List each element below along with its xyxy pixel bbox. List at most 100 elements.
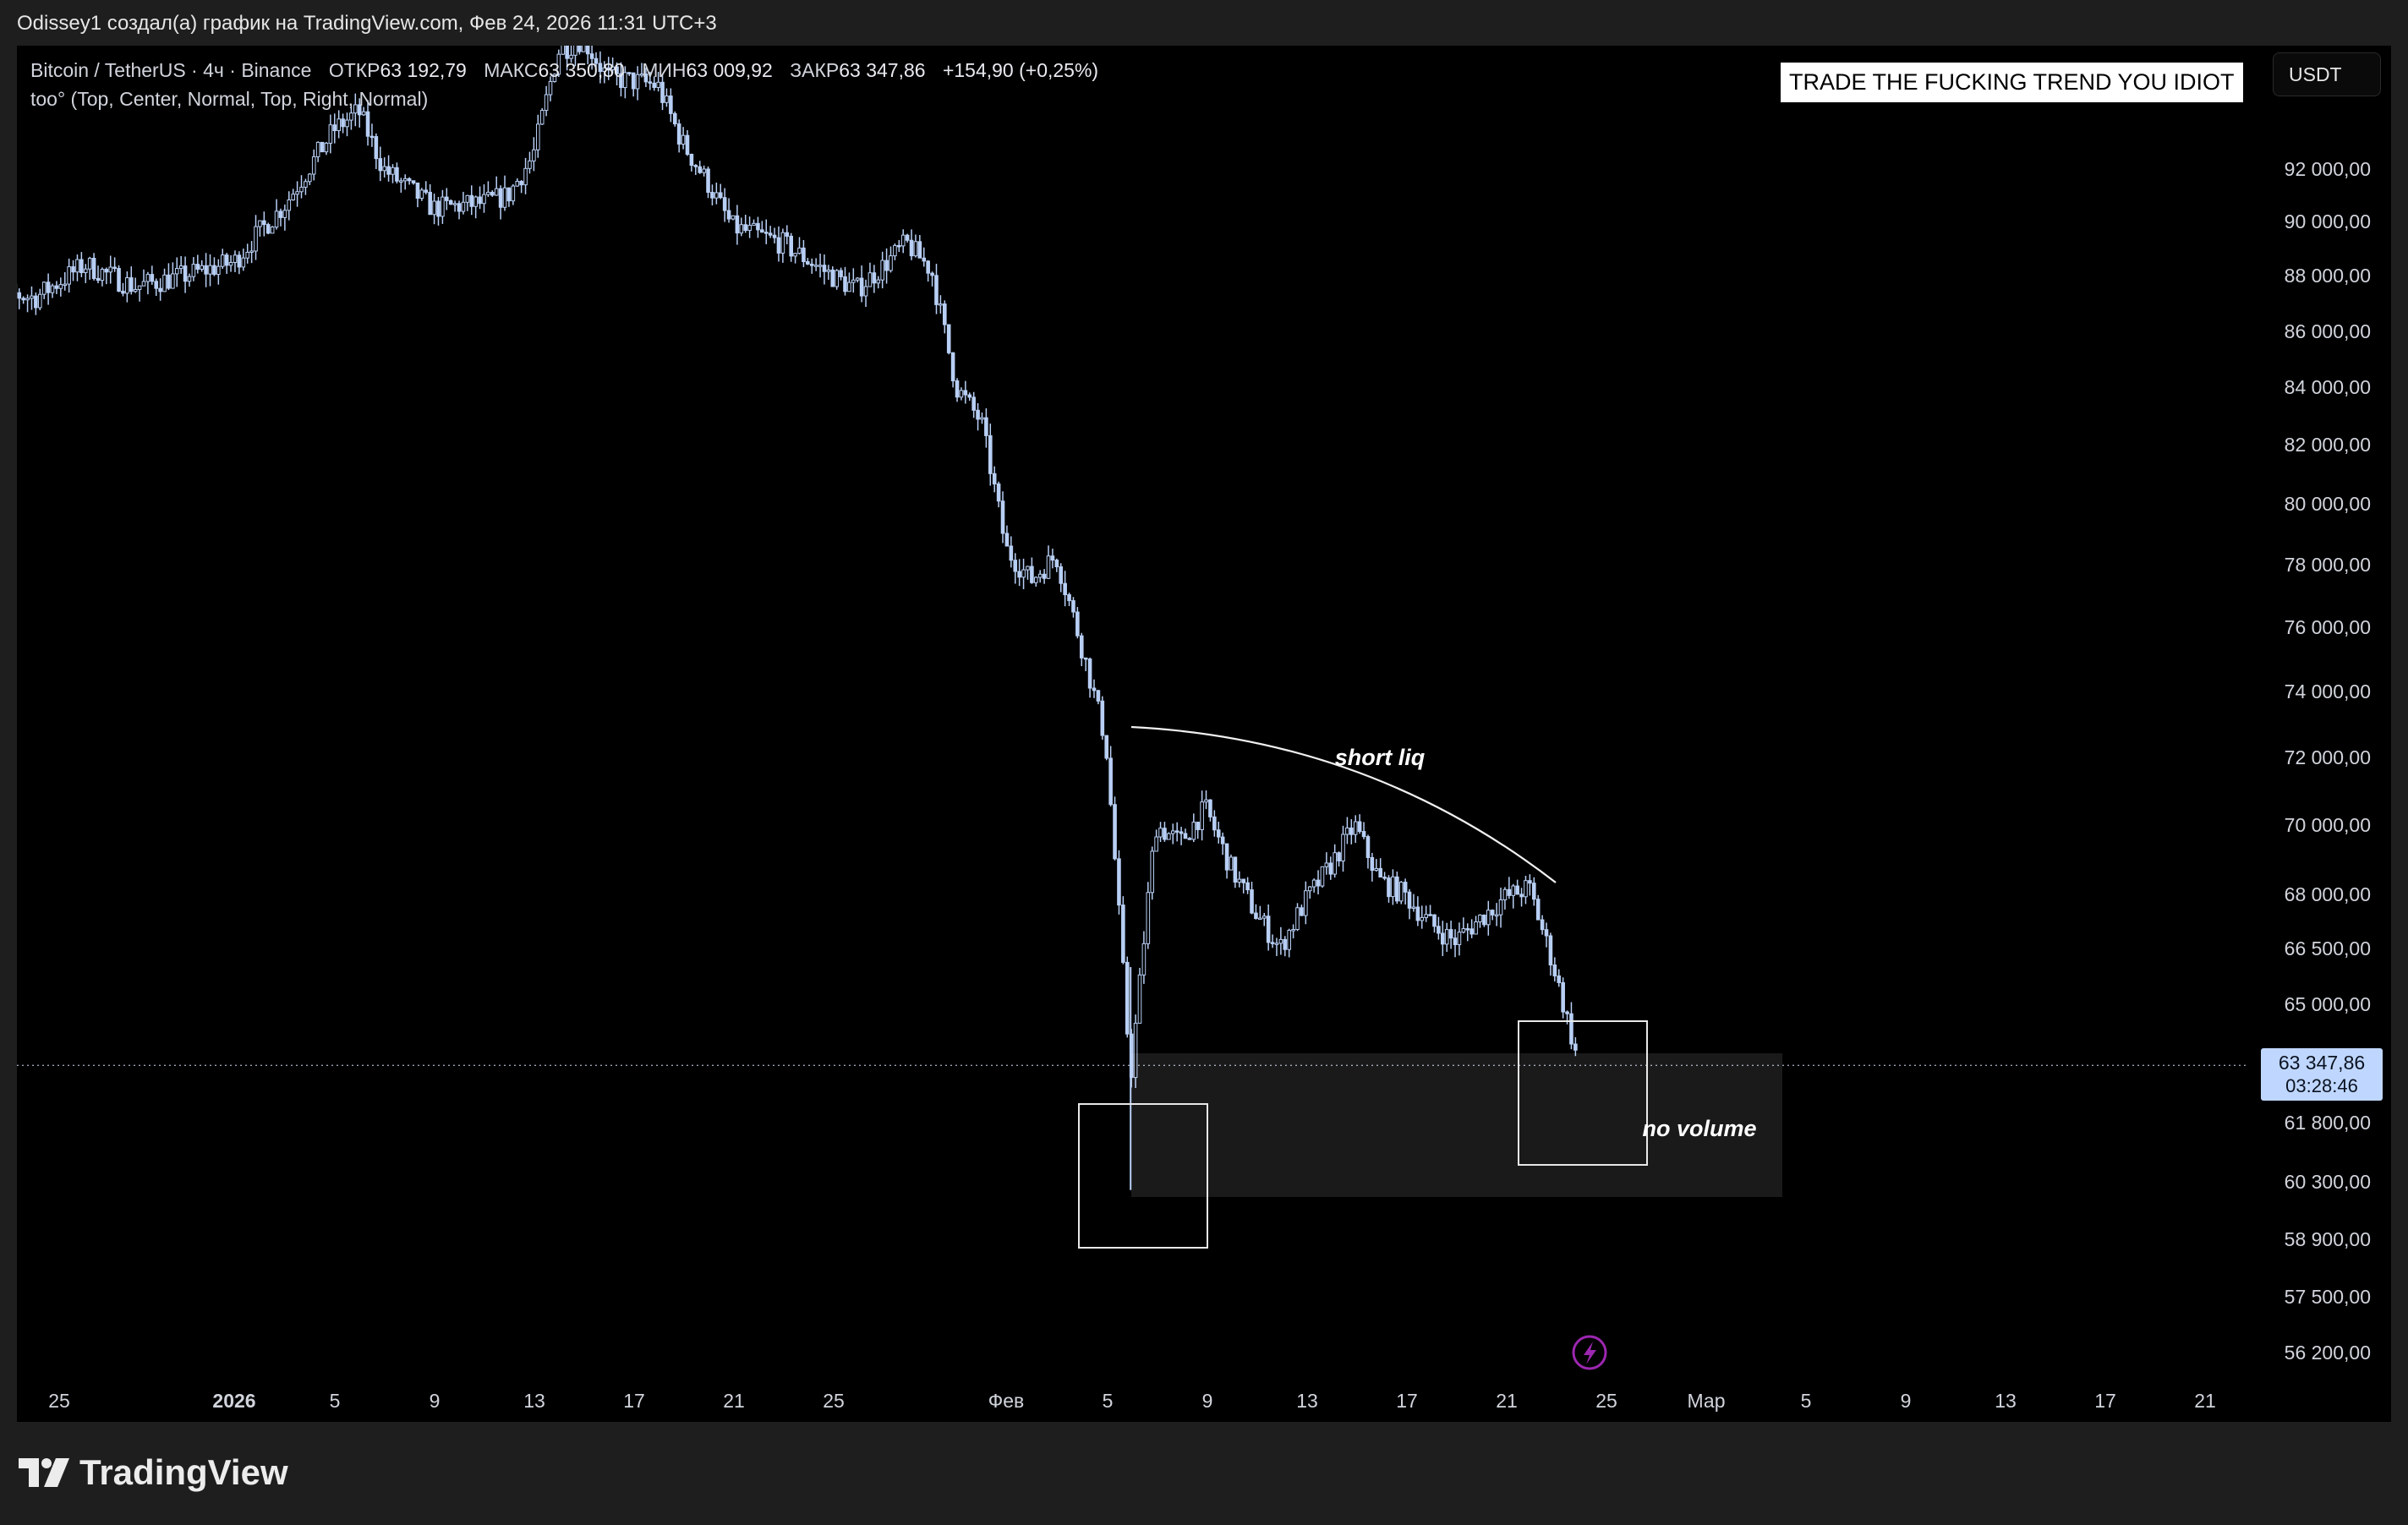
- candle-body: [1266, 916, 1271, 943]
- candle-body: [1561, 981, 1565, 1013]
- currency-button[interactable]: USDT: [2273, 52, 2381, 96]
- candle-body: [228, 261, 233, 266]
- price-tick-label: 66 500,00: [2285, 937, 2371, 959]
- candle-body: [743, 224, 748, 232]
- candle-body: [145, 274, 150, 282]
- candle-body: [452, 203, 457, 205]
- indicator-legend[interactable]: too° (Top, Center, Normal, Top, Right, N…: [30, 88, 429, 110]
- candle-body: [1349, 827, 1354, 835]
- candle-body: [498, 188, 503, 208]
- time-tick-label: 13: [1995, 1390, 2017, 1412]
- time-tick-label: 17: [1396, 1390, 1418, 1412]
- candle-body: [204, 265, 208, 275]
- candle-body: [478, 196, 482, 205]
- flash-event-icon[interactable]: [1572, 1335, 1607, 1370]
- candle-body: [154, 281, 159, 289]
- candle-body: [950, 352, 955, 382]
- time-tick-label: 9: [430, 1390, 441, 1412]
- short-liq-label[interactable]: short liq: [1335, 745, 1426, 770]
- candle-body: [1270, 942, 1275, 944]
- candle-body: [1170, 830, 1175, 834]
- candle-body: [291, 194, 295, 201]
- candle-body: [826, 269, 831, 272]
- candle-body: [1324, 862, 1329, 867]
- candle-body: [1287, 930, 1291, 950]
- candle-body: [897, 244, 901, 248]
- candle-body: [125, 277, 129, 294]
- candle-body: [702, 168, 706, 173]
- candle-body: [1337, 852, 1341, 861]
- candle-body: [457, 203, 462, 212]
- low-value: 63 009,92: [686, 59, 773, 81]
- candle-body: [963, 390, 968, 396]
- candle-body: [1233, 856, 1238, 883]
- change-value: +154,90 (+0,25%): [942, 59, 1099, 81]
- short-liq-curve[interactable]: [1130, 725, 1557, 883]
- candlestick-chart[interactable]: short liq no volume 92 000,00 90 000,00 88 …: [17, 46, 2391, 1422]
- candle-body: [1444, 929, 1449, 945]
- candle-body: [1486, 910, 1491, 926]
- candle-body: [262, 220, 266, 226]
- candle-body: [731, 215, 736, 220]
- candle-body: [756, 222, 760, 231]
- candle-body: [1150, 850, 1155, 894]
- no-volume-label[interactable]: no volume: [1642, 1116, 1756, 1141]
- close-label: ЗАКР: [790, 59, 840, 81]
- candle-body: [552, 74, 557, 82]
- candle-body: [930, 272, 934, 276]
- candle-body: [535, 123, 540, 150]
- candle-body: [922, 257, 927, 262]
- candle-body: [1365, 836, 1371, 858]
- candle-body: [58, 284, 63, 289]
- candle-body: [502, 187, 507, 208]
- candle-body: [1063, 582, 1067, 596]
- candle-body: [1154, 836, 1158, 852]
- candle-body: [167, 274, 171, 289]
- candle-body: [245, 251, 250, 259]
- candle-body: [1461, 928, 1466, 933]
- candle-body: [365, 111, 370, 137]
- candle-body: [1498, 899, 1503, 916]
- candle-body: [818, 265, 823, 267]
- candle-body: [1037, 573, 1043, 578]
- candle-body: [909, 239, 914, 257]
- candle-body: [254, 226, 258, 252]
- candle-body: [1370, 856, 1375, 872]
- candle-body: [133, 288, 138, 292]
- candle-body: [1174, 830, 1179, 833]
- demand-zone-rect[interactable]: [1131, 1053, 1782, 1197]
- candle-body: [30, 295, 34, 299]
- text-note-banner[interactable]: TRADE THE FUCKING TREND YOU IDIOT: [1781, 63, 2243, 102]
- candle-body: [984, 417, 988, 436]
- time-tick-label: 5: [330, 1390, 341, 1412]
- candle-body: [75, 259, 79, 273]
- candle-body: [117, 268, 121, 292]
- candle-body: [1204, 799, 1208, 803]
- current-box[interactable]: [1518, 1020, 1648, 1166]
- candle-body: [415, 182, 420, 200]
- candle-body: [473, 196, 478, 207]
- candle-body: [1511, 885, 1516, 896]
- candle-body: [249, 250, 254, 254]
- price-tick-label: 70 000,00: [2285, 814, 2371, 836]
- candle-body: [685, 134, 690, 156]
- candle-body: [863, 286, 868, 297]
- time-tick-label: 5: [1801, 1390, 1812, 1412]
- candle-body: [233, 254, 238, 263]
- chart-area[interactable]: short liq no volume 92 000,00 90 000,00 88 …: [17, 46, 2391, 1422]
- candle-body: [976, 409, 980, 420]
- candle-body: [486, 191, 490, 195]
- candle-body: [87, 258, 92, 270]
- candle-body: [137, 285, 142, 290]
- candle-body: [955, 380, 960, 398]
- candle-body: [1411, 906, 1416, 909]
- candle-body: [672, 112, 677, 125]
- tradingview-logo[interactable]: TradingView: [19, 1452, 288, 1493]
- price-tick-label: 92 000,00: [2285, 158, 2371, 180]
- open-label: ОТКР: [328, 59, 380, 81]
- price-tick-label: 60 300,00: [2285, 1171, 2371, 1193]
- candle-body: [689, 154, 694, 167]
- low-box[interactable]: [1078, 1103, 1208, 1249]
- candle-body: [1087, 659, 1092, 689]
- candle-body: [917, 241, 922, 259]
